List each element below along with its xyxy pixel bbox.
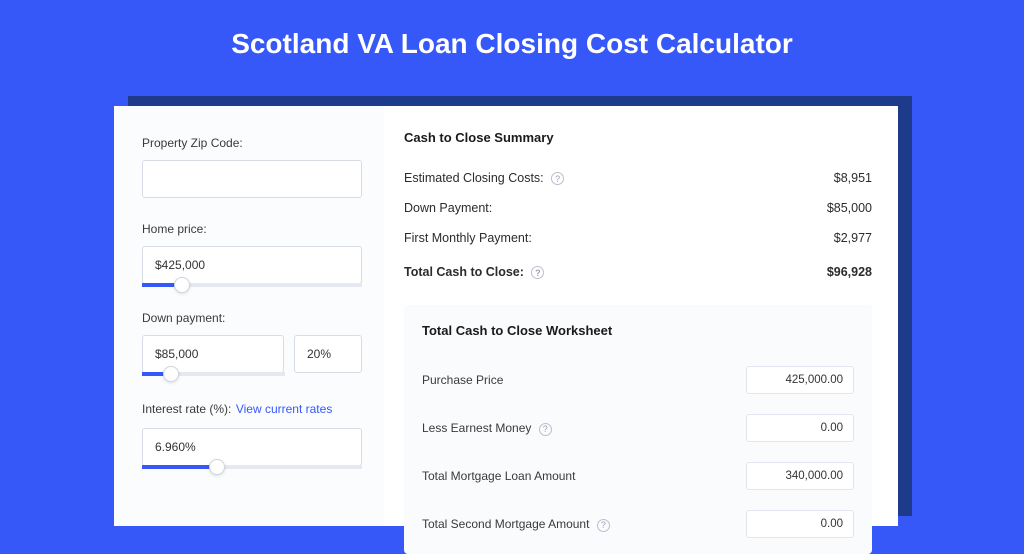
page-title: Scotland VA Loan Closing Cost Calculator: [0, 0, 1024, 82]
down-payment-label: Down payment:: [142, 311, 362, 325]
results-column: Cash to Close Summary Estimated Closing …: [384, 106, 898, 526]
summary-title: Cash to Close Summary: [404, 130, 872, 145]
down-payment-field-group: Down payment:: [142, 311, 362, 376]
worksheet-row-input[interactable]: [746, 462, 854, 490]
interest-rate-field-group: Interest rate (%): View current rates: [142, 400, 362, 469]
summary-rows: Estimated Closing Costs: ? $8,951 Down Pay…: [404, 163, 872, 253]
home-price-field-group: Home price:: [142, 222, 362, 287]
home-price-slider-thumb[interactable]: [174, 277, 190, 293]
worksheet-row-label: Total Second Mortgage Amount: [422, 517, 589, 531]
summary-row-value: $85,000: [827, 201, 872, 215]
down-payment-input[interactable]: [142, 335, 284, 373]
summary-row-value: $8,951: [834, 171, 872, 185]
zip-field-group: Property Zip Code:: [142, 136, 362, 198]
zip-label: Property Zip Code:: [142, 136, 362, 150]
interest-rate-slider[interactable]: [142, 465, 362, 469]
home-price-label: Home price:: [142, 222, 362, 236]
worksheet-row-label: Less Earnest Money: [422, 421, 531, 435]
worksheet-row-input[interactable]: [746, 510, 854, 538]
help-icon[interactable]: ?: [539, 423, 552, 436]
interest-rate-slider-thumb[interactable]: [209, 459, 225, 475]
worksheet-row-label: Total Mortgage Loan Amount: [422, 469, 575, 483]
down-payment-slider[interactable]: [142, 372, 285, 376]
summary-row-label: Down Payment:: [404, 201, 492, 215]
interest-rate-label: Interest rate (%):: [142, 402, 231, 416]
zip-input[interactable]: [142, 160, 362, 198]
worksheet-row: Total Second Mortgage Amount ?: [422, 500, 854, 548]
worksheet-row-label: Purchase Price: [422, 373, 503, 387]
summary-row-label: First Monthly Payment:: [404, 231, 532, 245]
calculator-card: Property Zip Code: Home price: Down paym…: [114, 106, 898, 526]
inputs-column: Property Zip Code: Home price: Down paym…: [114, 106, 384, 526]
worksheet-title: Total Cash to Close Worksheet: [422, 323, 854, 338]
worksheet-row-input[interactable]: [746, 366, 854, 394]
worksheet-rows: Purchase PriceLess Earnest Money ?Total …: [422, 356, 854, 548]
summary-total-row: Total Cash to Close: ? $96,928: [404, 253, 872, 287]
help-icon[interactable]: ?: [551, 172, 564, 185]
summary-row-value: $2,977: [834, 231, 872, 245]
worksheet-row-input[interactable]: [746, 414, 854, 442]
interest-rate-slider-fill: [142, 465, 217, 469]
worksheet-panel: Total Cash to Close Worksheet Purchase P…: [404, 305, 872, 554]
view-rates-link[interactable]: View current rates: [236, 402, 333, 416]
down-payment-slider-thumb[interactable]: [163, 366, 179, 382]
worksheet-row: Purchase Price: [422, 356, 854, 404]
summary-row: Estimated Closing Costs: ? $8,951: [404, 163, 872, 193]
help-icon[interactable]: ?: [597, 519, 610, 532]
summary-row: First Monthly Payment: $2,977: [404, 223, 872, 253]
summary-total-value: $96,928: [827, 265, 872, 279]
help-icon[interactable]: ?: [531, 266, 544, 279]
summary-total-label: Total Cash to Close:: [404, 265, 524, 279]
summary-row: Down Payment: $85,000: [404, 193, 872, 223]
worksheet-row: Less Earnest Money ?: [422, 404, 854, 452]
summary-row-label: Estimated Closing Costs:: [404, 171, 544, 185]
interest-rate-input[interactable]: [142, 428, 362, 466]
down-payment-pct-input[interactable]: [294, 335, 362, 373]
worksheet-row: Total Mortgage Loan Amount: [422, 452, 854, 500]
home-price-slider[interactable]: [142, 283, 362, 287]
